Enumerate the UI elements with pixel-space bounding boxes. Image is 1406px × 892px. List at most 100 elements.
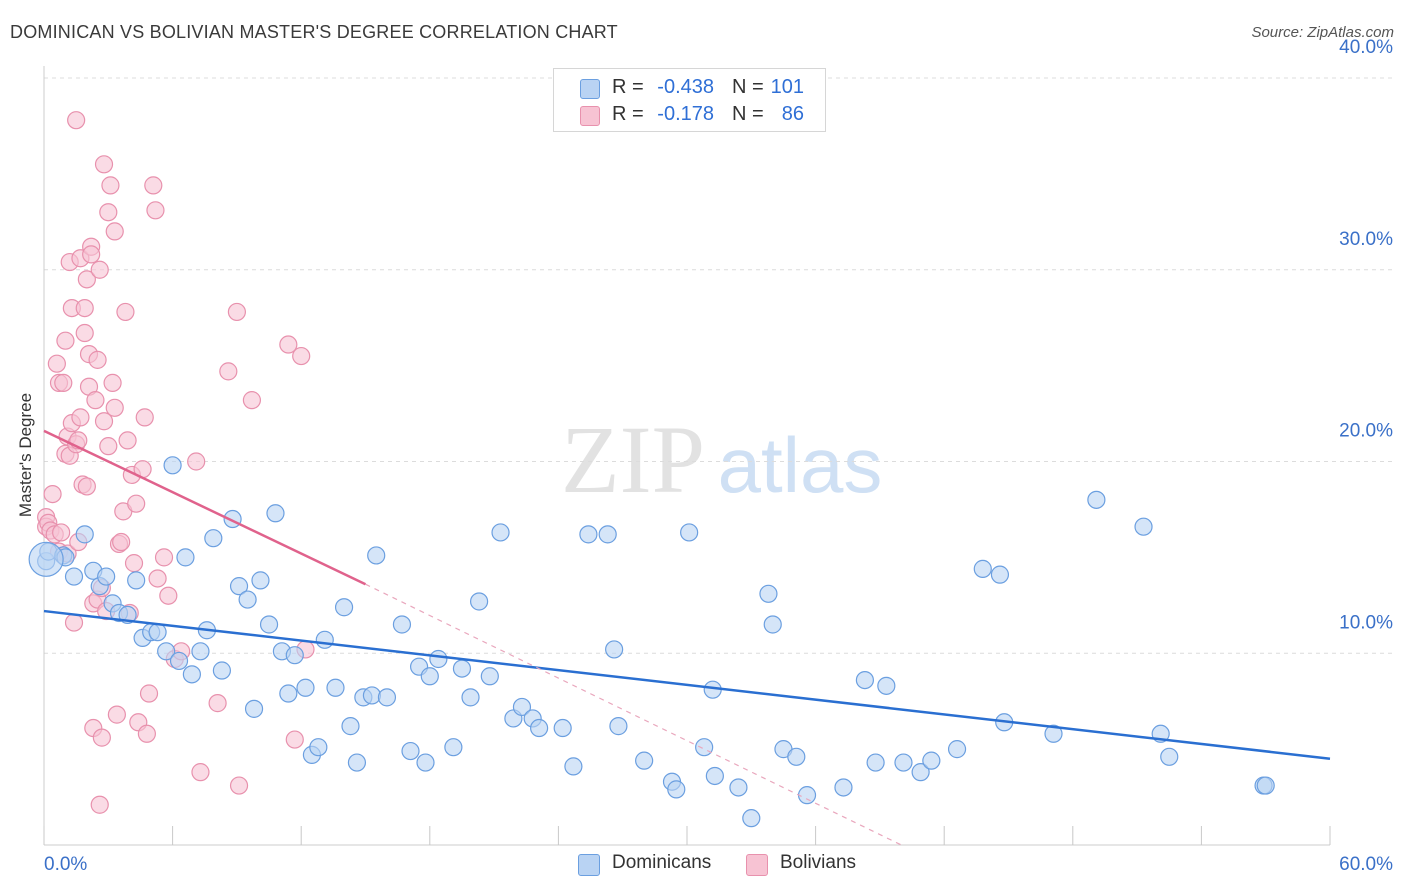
dominican-point	[598, 525, 617, 544]
legend-n-label: N =	[732, 76, 764, 98]
bolivian-point	[227, 302, 246, 322]
dominican-point	[309, 738, 328, 757]
bolivian-point	[116, 302, 135, 322]
bolivian-point	[148, 569, 167, 588]
dominican-point	[127, 571, 146, 590]
dominican-point	[605, 640, 624, 659]
dominican-point	[553, 718, 572, 738]
watermark-zip: ZIP	[561, 406, 705, 513]
dominican-point	[866, 753, 885, 772]
legend-swatch-bolivians	[746, 854, 768, 876]
dominican-point	[285, 646, 304, 665]
bolivian-point	[292, 346, 311, 366]
bolivians-points	[37, 111, 315, 814]
dominican-point	[75, 525, 94, 544]
dominican-point	[212, 661, 231, 680]
legend-swatch-dominicans	[578, 854, 600, 876]
chart-title: DOMINICAN VS BOLIVIAN MASTER'S DEGREE CO…	[10, 22, 618, 42]
bolivian-point	[94, 155, 114, 174]
dominican-point	[579, 525, 598, 544]
bolivian-point	[229, 776, 249, 795]
bolivian-point	[75, 299, 94, 318]
dominican-point	[667, 780, 686, 799]
dominican-point	[705, 766, 724, 786]
bolivian-point	[56, 331, 75, 350]
dominican-point	[169, 651, 189, 671]
bolivian-point	[54, 373, 73, 392]
bolivian-point	[107, 705, 126, 724]
dominican-point	[922, 751, 941, 770]
dominican-point	[763, 615, 782, 634]
bolivian-point	[52, 523, 71, 542]
y-tick-label: 10.0%	[1339, 612, 1393, 633]
bolivian-point	[82, 245, 101, 264]
legend-r-value: -0.178	[657, 103, 714, 125]
bolivian-point	[219, 362, 238, 381]
dominican-point	[530, 718, 549, 738]
bolivian-point	[105, 222, 124, 241]
dominican-point	[296, 678, 315, 697]
bolivians-trend-extension	[365, 583, 902, 846]
dominican-point	[1160, 747, 1179, 766]
bolivian-point	[139, 684, 159, 703]
dominican-point	[512, 697, 532, 717]
bolivian-point	[285, 730, 304, 749]
bolivian-point	[208, 694, 227, 713]
dominican-point	[680, 523, 699, 542]
bolivian-point	[187, 452, 206, 471]
dominican-point	[877, 676, 896, 695]
bolivian-point	[67, 111, 86, 130]
bolivian-point	[77, 270, 96, 289]
dominican-point	[1256, 776, 1275, 795]
dominican-point	[759, 584, 778, 603]
dominican-point	[377, 688, 397, 707]
bolivian-point	[92, 728, 111, 747]
legend-n-label: N =	[732, 103, 764, 125]
dominican-point	[480, 667, 499, 686]
dominican-point	[362, 686, 382, 705]
dominican-point	[729, 778, 748, 797]
dominican-point	[429, 649, 448, 669]
dominican-point	[341, 717, 360, 736]
dominican-point	[834, 778, 853, 797]
tick-labels: 10.0% 20.0% 30.0% 40.0% 0.0% 60.0%	[44, 37, 1393, 875]
dominican-point	[973, 559, 992, 578]
grid-lines	[44, 77, 1392, 654]
bolivian-point	[154, 548, 174, 567]
dominican-point	[97, 567, 116, 586]
legend-row-dominicans: R = -0.438 N = 101	[554, 74, 825, 102]
dominican-point	[564, 757, 583, 776]
bolivian-point	[127, 494, 146, 513]
bolivian-point	[64, 613, 84, 632]
legend-n-value: 101	[770, 76, 804, 98]
bolivian-point	[88, 350, 107, 369]
dominican-point	[238, 590, 257, 609]
legend-row-bolivians: R = -0.178 N = 86	[554, 101, 825, 129]
bolivians-trend-line	[43, 429, 367, 586]
bolivian-point	[144, 176, 163, 195]
dominicans-points	[28, 456, 1275, 828]
dominican-point	[204, 529, 223, 548]
dominican-point	[911, 763, 930, 782]
legend-swatch-bolivians	[580, 106, 600, 126]
dominican-point	[266, 504, 285, 523]
dominican-point	[461, 688, 480, 707]
dominican-point	[392, 615, 412, 634]
dominican-point	[229, 577, 249, 596]
dominican-point	[259, 615, 279, 634]
dominican-point	[176, 548, 195, 567]
dominican-point	[367, 546, 386, 565]
dominican-point	[244, 699, 264, 718]
x-tick-label-max: 60.0%	[1339, 854, 1393, 875]
bolivian-point	[105, 398, 124, 417]
dominican-point	[894, 753, 913, 772]
legend-r-label: R =	[612, 103, 644, 125]
y-tick-label: 20.0%	[1339, 421, 1393, 442]
chart-source: Source: ZipAtlas.com	[1251, 24, 1394, 41]
bolivian-point	[90, 260, 109, 279]
bolivian-point	[86, 391, 105, 410]
bolivian-point	[77, 477, 96, 496]
dominican-point	[742, 809, 761, 828]
dominican-point	[416, 753, 435, 772]
